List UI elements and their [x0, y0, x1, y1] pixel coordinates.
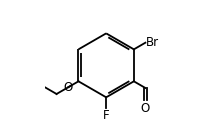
Text: O: O — [64, 81, 73, 94]
Text: O: O — [141, 102, 150, 115]
Text: Br: Br — [146, 36, 159, 49]
Text: F: F — [103, 109, 109, 122]
